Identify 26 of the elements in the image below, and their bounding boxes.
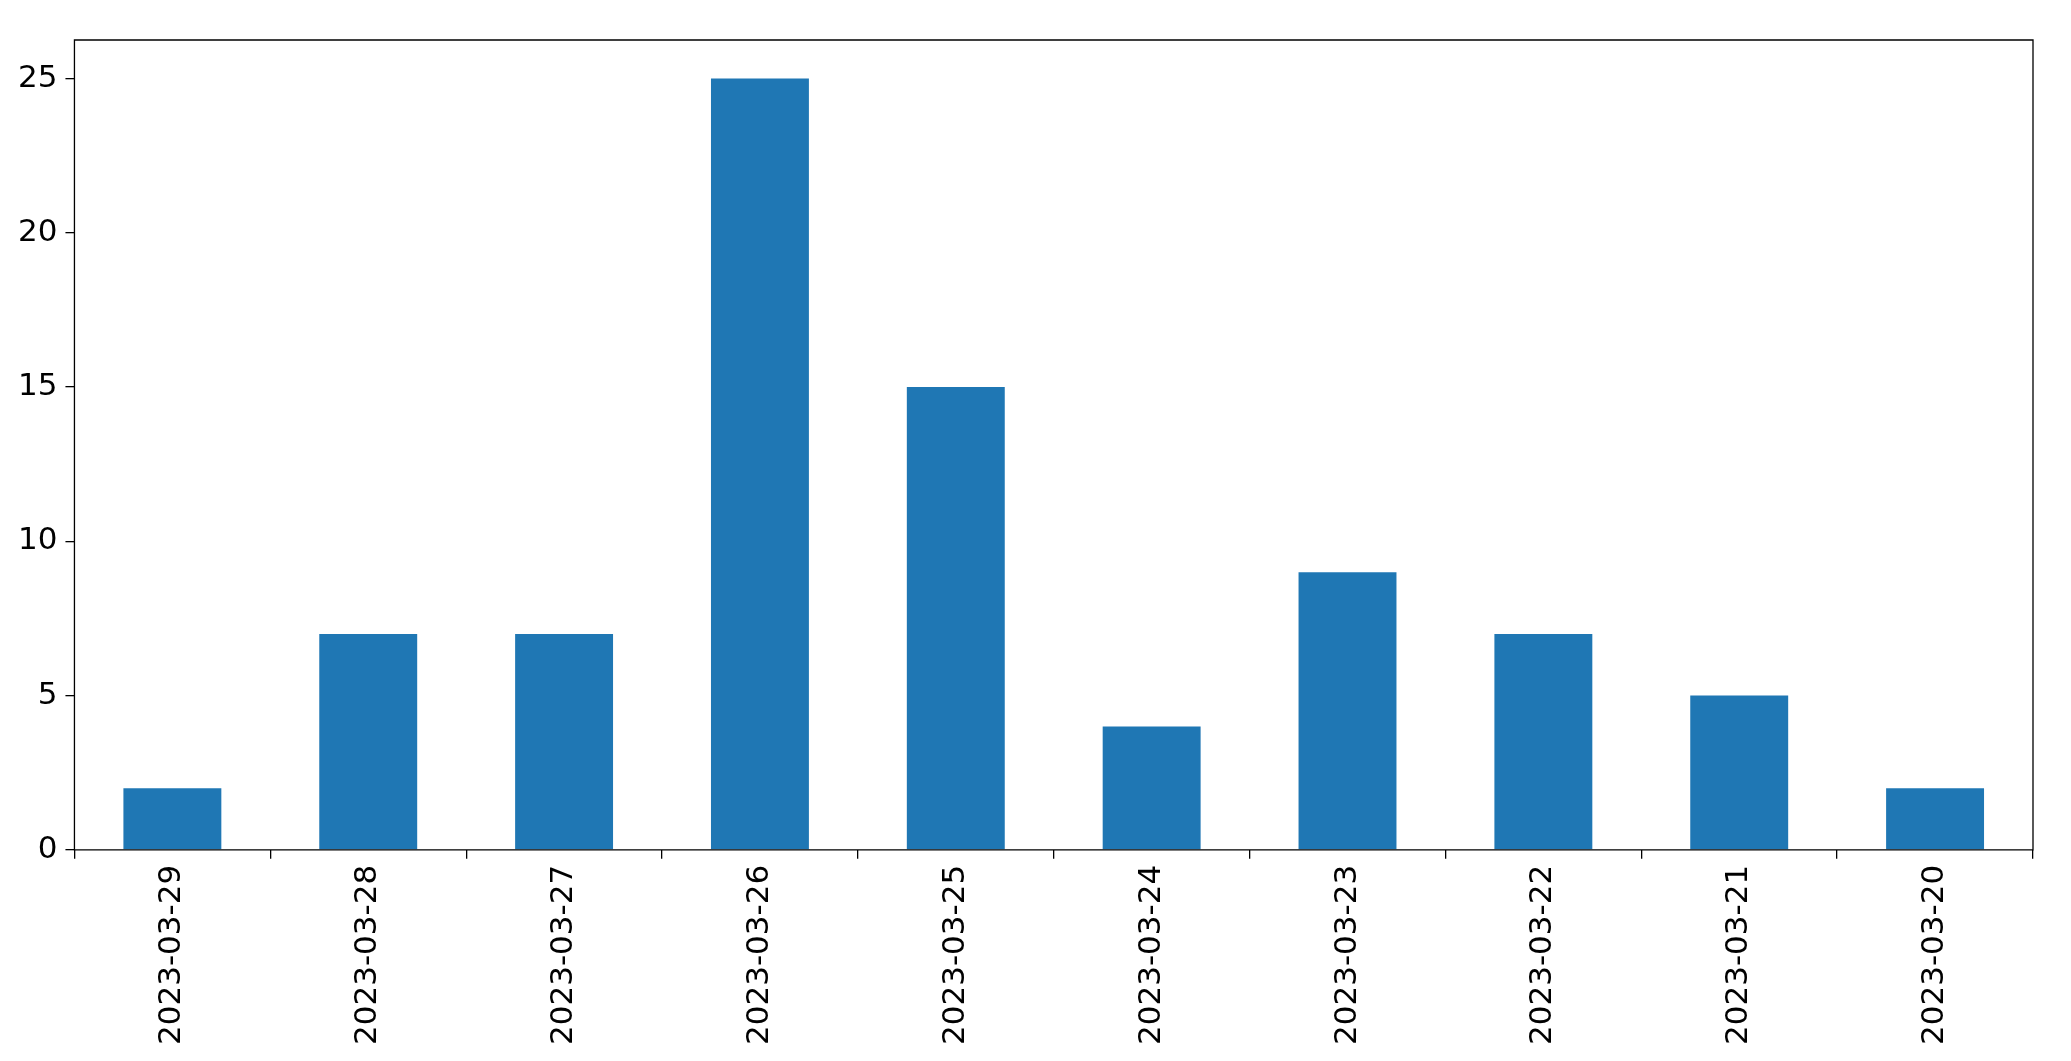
x-tick-label: 2023-03-25 bbox=[934, 864, 971, 1046]
y-tick-label: 10 bbox=[17, 520, 58, 557]
bar bbox=[906, 387, 1005, 850]
x-tick-label: 2023-03-28 bbox=[347, 864, 384, 1046]
x-tick-label: 2023-03-23 bbox=[1326, 864, 1363, 1046]
x-tick-label: 2023-03-24 bbox=[1130, 864, 1167, 1046]
x-tick-label: 2023-03-29 bbox=[151, 864, 188, 1046]
y-tick-label: 0 bbox=[37, 828, 58, 865]
x-tick-label: 2023-03-21 bbox=[1718, 864, 1755, 1046]
y-tick-label: 20 bbox=[17, 211, 58, 248]
bar bbox=[1690, 695, 1789, 850]
x-tick-label: 2023-03-26 bbox=[738, 864, 775, 1046]
bar bbox=[710, 78, 809, 850]
bar bbox=[319, 633, 418, 850]
bar bbox=[123, 788, 222, 850]
y-tick-label: 5 bbox=[37, 674, 58, 711]
bar bbox=[1886, 788, 1985, 850]
bar bbox=[1102, 726, 1201, 850]
x-tick-label: 2023-03-22 bbox=[1522, 864, 1559, 1046]
bar bbox=[515, 633, 614, 850]
y-tick-label: 25 bbox=[17, 57, 58, 94]
y-tick-label: 15 bbox=[17, 366, 58, 403]
bar bbox=[1494, 633, 1593, 850]
x-tick-label: 2023-03-27 bbox=[543, 864, 580, 1046]
x-tick-label: 2023-03-20 bbox=[1914, 864, 1951, 1046]
bar bbox=[1298, 572, 1397, 850]
